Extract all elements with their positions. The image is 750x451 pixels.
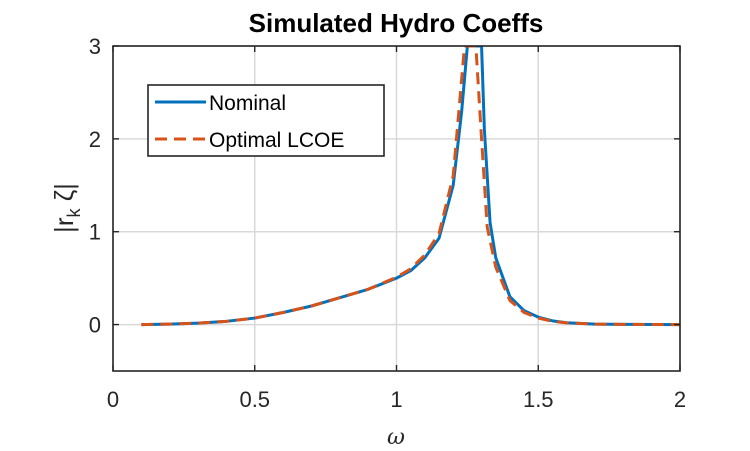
legend: Nominal Optimal LCOE bbox=[147, 84, 385, 157]
x-axis-label: ω bbox=[387, 425, 405, 450]
y-tick-label: 3 bbox=[89, 34, 101, 59]
legend-box bbox=[147, 84, 385, 157]
series-line-optimal-lcoe bbox=[141, 46, 680, 327]
x-tick-label: 1.5 bbox=[523, 387, 554, 412]
y-axis-label-main: |r bbox=[49, 217, 79, 233]
legend-label-optimal-lcoe: Optimal LCOE bbox=[209, 129, 344, 152]
y-axis-label-subscript: k bbox=[64, 208, 84, 218]
x-tick-label: 2 bbox=[674, 387, 686, 412]
chart-title: Simulated Hydro Coeffs bbox=[249, 8, 544, 38]
axis-ticks: 0 0.5 1 1.5 2 0 1 2 3 bbox=[89, 34, 686, 412]
y-tick-label: 0 bbox=[89, 313, 101, 338]
series-layer bbox=[141, 46, 680, 327]
x-tick-label: 1 bbox=[390, 387, 402, 412]
x-tick-label: 0 bbox=[107, 387, 119, 412]
y-axis-label-tail: ζ| bbox=[49, 183, 79, 208]
x-tick-label: 0.5 bbox=[239, 387, 270, 412]
y-tick-label: 2 bbox=[89, 127, 101, 152]
y-axis-label: |rk ζ| bbox=[49, 183, 84, 233]
legend-label-nominal: Nominal bbox=[209, 92, 286, 115]
y-tick-label: 1 bbox=[89, 220, 101, 245]
